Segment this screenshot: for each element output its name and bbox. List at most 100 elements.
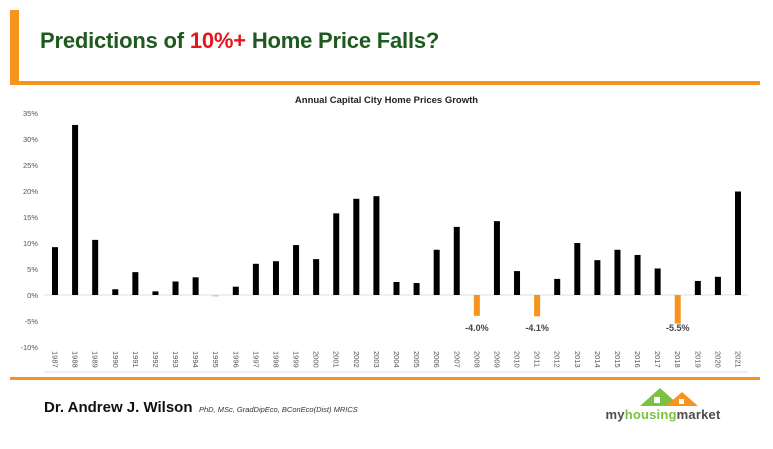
myhousingmarket-logo: myhousingmarket xyxy=(588,384,738,424)
x-tick-label: 2013 xyxy=(573,351,582,368)
data-label-2018: -5.5% xyxy=(666,323,690,333)
x-tick-label: 2021 xyxy=(734,351,743,368)
accent-bar-vertical xyxy=(10,10,19,85)
bar-2010 xyxy=(514,271,521,295)
accent-line-bottom xyxy=(10,377,760,380)
x-tick-label: 1987 xyxy=(51,351,60,368)
bar-2002 xyxy=(353,198,360,295)
bar-2011 xyxy=(534,295,541,317)
x-tick-label: 2014 xyxy=(593,351,602,368)
x-tick-label: 2000 xyxy=(312,351,321,368)
y-tick-label: 0% xyxy=(27,291,38,300)
bar-1989 xyxy=(92,239,99,295)
bar-2008 xyxy=(473,295,480,316)
bar-1990 xyxy=(112,289,119,295)
y-tick-label: 30% xyxy=(23,135,38,144)
x-tick-label: 1998 xyxy=(271,351,280,368)
x-tick-label: 2007 xyxy=(452,351,461,368)
x-tick-label: 2009 xyxy=(492,351,501,368)
bar-1992 xyxy=(152,291,159,295)
x-tick-label: 2016 xyxy=(633,351,642,368)
y-tick-label: 10% xyxy=(23,239,38,248)
x-tick-label: 2004 xyxy=(392,351,401,368)
logo-my: my xyxy=(605,407,625,422)
x-tick-label: 2010 xyxy=(513,351,522,368)
x-tick-label: 1999 xyxy=(292,351,301,368)
y-tick-label: 20% xyxy=(23,187,38,196)
x-tick-label: 2006 xyxy=(432,351,441,368)
bar-2004 xyxy=(393,282,400,295)
bar-2017 xyxy=(654,268,661,295)
y-tick-label: 15% xyxy=(23,213,38,222)
bar-1987 xyxy=(52,247,58,295)
x-tick-label: 1988 xyxy=(71,351,80,368)
title-pre: Predictions of xyxy=(40,28,190,53)
author-credit: Dr. Andrew J. Wilson PhD, MSc, GradDipEc… xyxy=(44,399,358,417)
author-name: Dr. Andrew J. Wilson xyxy=(44,399,193,416)
x-tick-label: 2011 xyxy=(533,351,542,367)
logo-housing: housing xyxy=(624,407,677,422)
bar-1998 xyxy=(272,261,279,295)
x-tick-label: 2012 xyxy=(553,351,562,368)
accent-line-top xyxy=(10,81,760,85)
x-tick-label: 1991 xyxy=(131,351,140,368)
bar-1997 xyxy=(252,263,259,295)
x-tick-label: 1990 xyxy=(111,351,120,368)
y-tick-label: -5% xyxy=(25,317,39,326)
x-tick-label: 2003 xyxy=(372,351,381,368)
bar-1999 xyxy=(293,245,300,295)
x-tick-label: 1996 xyxy=(231,351,240,368)
y-tick-label: -10% xyxy=(20,343,38,352)
x-tick-label: 1989 xyxy=(91,351,100,368)
bar-2015 xyxy=(614,249,621,295)
bar-2005 xyxy=(413,283,420,295)
bar-2014 xyxy=(594,260,601,295)
bar-2000 xyxy=(313,259,320,295)
x-tick-label: 1993 xyxy=(171,351,180,368)
bar-2018 xyxy=(674,295,681,324)
bar-2021 xyxy=(735,191,741,295)
x-tick-label: 1997 xyxy=(251,351,260,368)
logo-wordmark: myhousingmarket xyxy=(588,407,738,422)
author-qualifications: PhD, MSc, GradDipEco, BConEco(Dist) MRIC… xyxy=(198,405,358,414)
bar-1994 xyxy=(192,277,199,295)
x-tick-label: 2018 xyxy=(673,351,682,368)
x-tick-label: 1994 xyxy=(191,351,200,368)
bar-2016 xyxy=(634,254,641,295)
y-tick-label: 35% xyxy=(23,109,38,118)
data-label-2008: -4.0% xyxy=(465,323,489,333)
bar-2006 xyxy=(433,249,440,295)
house-roof-icon xyxy=(640,388,698,406)
slide-title: Predictions of 10%+ Home Price Falls? xyxy=(40,28,439,54)
x-tick-label: 2015 xyxy=(613,351,622,368)
bar-2003 xyxy=(373,196,380,295)
x-tick-label: 2001 xyxy=(332,351,341,368)
bar-2007 xyxy=(453,226,460,295)
bar-2020 xyxy=(714,276,721,295)
x-tick-label: 1992 xyxy=(151,351,160,368)
y-tick-label: 25% xyxy=(23,161,38,170)
bar-2012 xyxy=(554,278,561,295)
x-tick-label: 2017 xyxy=(653,351,662,368)
x-tick-label: 2020 xyxy=(713,351,722,368)
bar-2001 xyxy=(333,213,340,295)
chart-title: Annual Capital City Home Prices Growth xyxy=(294,95,479,106)
data-label-2011: -4.1% xyxy=(525,323,549,333)
title-highlight: 10%+ xyxy=(189,28,246,53)
x-tick-label: 2019 xyxy=(693,351,702,368)
bar-1988 xyxy=(72,124,79,296)
bar-1996 xyxy=(232,286,239,295)
title-post: Home Price Falls? xyxy=(245,28,440,53)
x-tick-label: 2002 xyxy=(352,351,361,368)
bar-1991 xyxy=(132,272,139,295)
bar-2019 xyxy=(694,280,701,295)
x-tick-label: 1995 xyxy=(211,351,220,368)
bar-1993 xyxy=(172,281,179,295)
bar-2013 xyxy=(574,243,581,295)
bar-1995 xyxy=(212,295,219,297)
x-tick-label: 2008 xyxy=(472,351,481,368)
x-tick-label: 2005 xyxy=(412,351,421,368)
bar-2009 xyxy=(493,221,500,295)
y-tick-label: 5% xyxy=(27,265,38,274)
